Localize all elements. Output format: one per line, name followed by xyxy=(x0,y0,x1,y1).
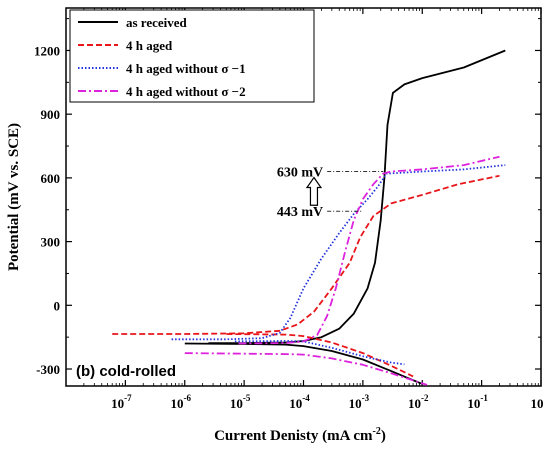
series-2-cathodic-line xyxy=(234,340,405,366)
annotation-layer: 630 mV 443 mV xyxy=(277,166,384,220)
legend-label-sigma1: 4 h aged without σ −1 xyxy=(126,61,246,76)
up-arrow-icon xyxy=(305,176,323,206)
panel-label: (b) cold-rolled xyxy=(76,363,176,380)
x-axis-title-end: ) xyxy=(381,428,386,444)
y-axis-title: Potential (mV vs. SCE) xyxy=(6,123,22,271)
legend-label-4h-aged: 4 h aged xyxy=(126,38,173,53)
y-tick-label: 0 xyxy=(54,298,61,313)
series-3-anodic-line xyxy=(238,155,500,345)
x-tick-label: 10 xyxy=(531,396,544,411)
series-3-cathodic-line xyxy=(184,352,428,386)
annotation-label-1: 443 mV xyxy=(277,205,323,220)
y-tick-label: 900 xyxy=(41,107,61,122)
annotation-label-0: 630 mV xyxy=(277,166,323,181)
x-tick-label: 10-6 xyxy=(171,393,192,411)
y-tick-label: 600 xyxy=(41,171,61,186)
y-tick-label: 1200 xyxy=(34,43,60,58)
x-tick-label: 10-4 xyxy=(289,393,310,411)
x-axis-title-sup: -2 xyxy=(373,426,381,437)
x-tick-label: 10-7 xyxy=(111,393,132,411)
series-1-anodic-line xyxy=(112,174,500,335)
x-tick-label: 10-2 xyxy=(408,393,429,411)
series-2-anodic-line xyxy=(171,164,506,341)
x-axis-title-main: Current Denisty (mA cm xyxy=(214,428,373,444)
legend-box xyxy=(69,9,315,103)
y-tick-label: -300 xyxy=(36,362,60,377)
x-tick-label: 10-5 xyxy=(230,393,251,411)
y-axis-ticks: -300 0 300 600 900 1200 xyxy=(34,18,541,377)
x-tick-label: 10-3 xyxy=(349,393,370,411)
legend-label-as-received: as received xyxy=(126,15,188,30)
series-layer xyxy=(112,49,506,386)
legend-label-sigma2: 4 h aged without σ −2 xyxy=(126,84,246,99)
legend: as received 4 h aged 4 h aged without σ … xyxy=(69,9,315,103)
series-1-cathodic-line xyxy=(226,333,414,378)
y-tick-label: 300 xyxy=(41,235,61,250)
x-axis-title: Current Denisty (mA cm-2) xyxy=(214,426,386,444)
x-tick-label: 10-1 xyxy=(467,393,488,411)
